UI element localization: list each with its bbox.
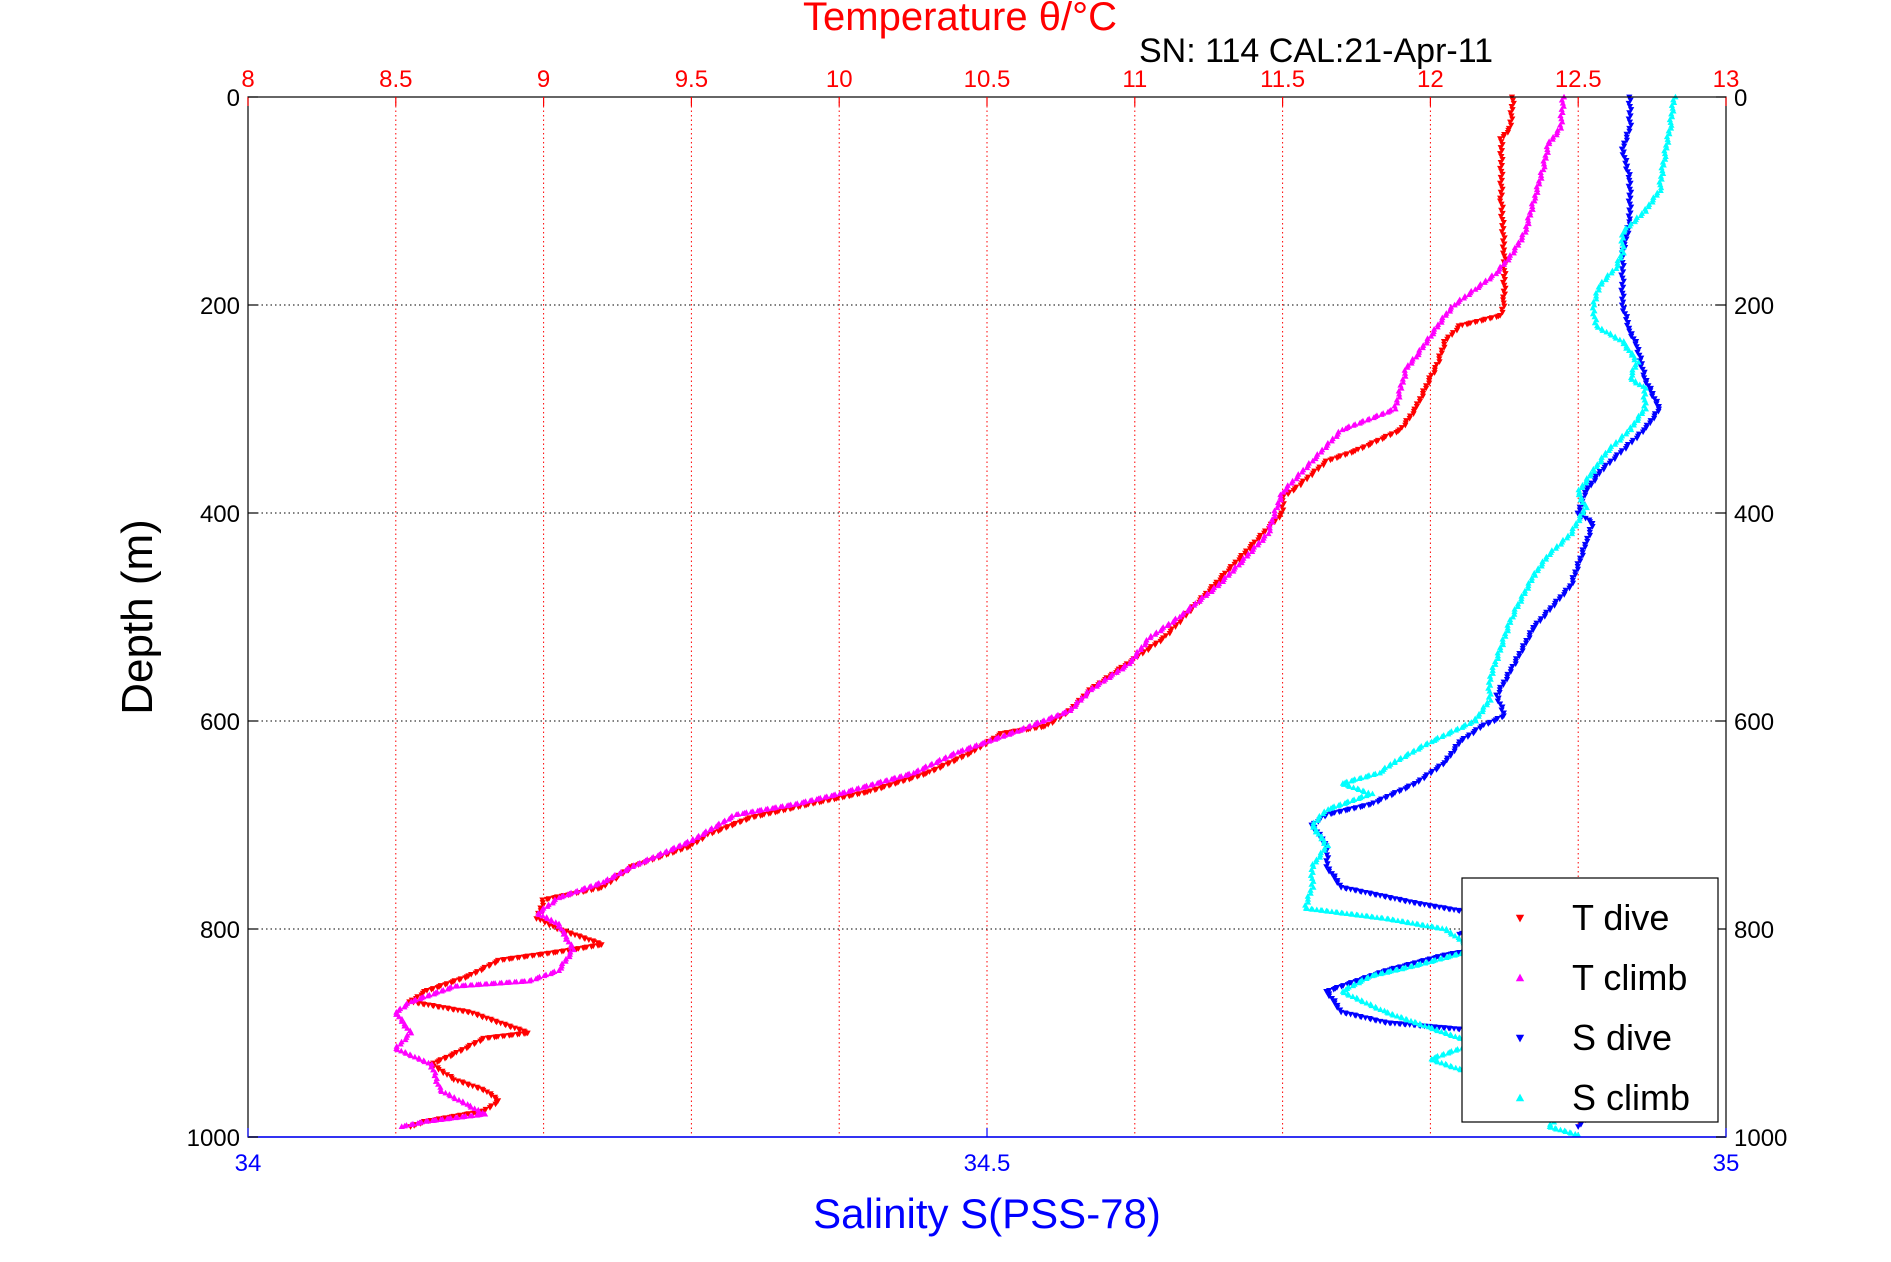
depth-tick-label-right: 400 — [1734, 501, 1774, 528]
legend-label-t-dive: T dive — [1572, 897, 1669, 938]
temperature-tick-label: 12.5 — [1555, 66, 1602, 93]
depth-tick-label-left: 1000 — [187, 1125, 240, 1152]
legend-markers — [1515, 914, 1525, 1102]
temperature-tick-label: 8 — [241, 66, 254, 93]
depth-tick-label-right: 200 — [1734, 293, 1774, 320]
temperature-tick-label: 13 — [1713, 66, 1740, 93]
legend-label-s-dive: S dive — [1572, 1017, 1672, 1058]
legend-marker-s-climb — [1515, 1093, 1525, 1102]
temperature-tick-label: 10 — [826, 66, 853, 93]
temperature-tick-label: 10.5 — [964, 66, 1011, 93]
salinity-tick-label: 35 — [1713, 1150, 1740, 1177]
legend-box — [1461, 877, 1719, 1123]
temperature-axis-title: Temperature θ/°C — [803, 0, 1117, 39]
depth-tick-label-left: 400 — [200, 501, 240, 528]
depth-tick-label-right: 0 — [1734, 85, 1747, 112]
series-markers-s-climb — [1302, 93, 1679, 1138]
temperature-tick-label: 11 — [1122, 66, 1147, 93]
depth-tick-label-left: 600 — [200, 709, 240, 736]
series-s-climb — [1302, 93, 1679, 1138]
legend-label-s-climb: S climb — [1572, 1077, 1690, 1118]
depth-tick-label-right: 800 — [1734, 917, 1774, 944]
y-axis-title: Depth (m) — [113, 519, 162, 715]
temperature-tick-label: 12 — [1417, 66, 1444, 93]
series-markers-t-climb — [393, 93, 1568, 1129]
grid-lines — [248, 97, 1726, 1137]
legend: T dive T climb S dive S climb — [1461, 877, 1719, 1123]
legend-marker-s-dive — [1515, 1034, 1525, 1043]
salinity-tick-label: 34 — [235, 1150, 262, 1177]
temperature-tick-label: 9 — [537, 66, 550, 93]
depth-tick-label-right: 1000 — [1734, 1125, 1787, 1152]
depth-tick-label-left: 800 — [200, 917, 240, 944]
serial-calibration-label: SN: 114 CAL:21-Apr-11 — [1139, 32, 1493, 70]
legend-marker-t-dive — [1515, 914, 1525, 923]
salinity-tick-label: 34.5 — [964, 1150, 1011, 1177]
legend-marker-t-climb — [1515, 973, 1525, 982]
temperature-tick-label: 11.5 — [1260, 66, 1305, 93]
series-t-climb — [393, 93, 1568, 1129]
depth-tick-label-left: 0 — [227, 85, 240, 112]
temperature-tick-label: 9.5 — [675, 66, 708, 93]
depth-tick-label-left: 200 — [200, 293, 240, 320]
salinity-axis-title: Salinity S(PSS-78) — [813, 1190, 1161, 1237]
temperature-tick-label: 8.5 — [379, 66, 412, 93]
legend-label-t-climb: T climb — [1572, 957, 1687, 998]
depth-tick-label-right: 600 — [1734, 709, 1774, 736]
